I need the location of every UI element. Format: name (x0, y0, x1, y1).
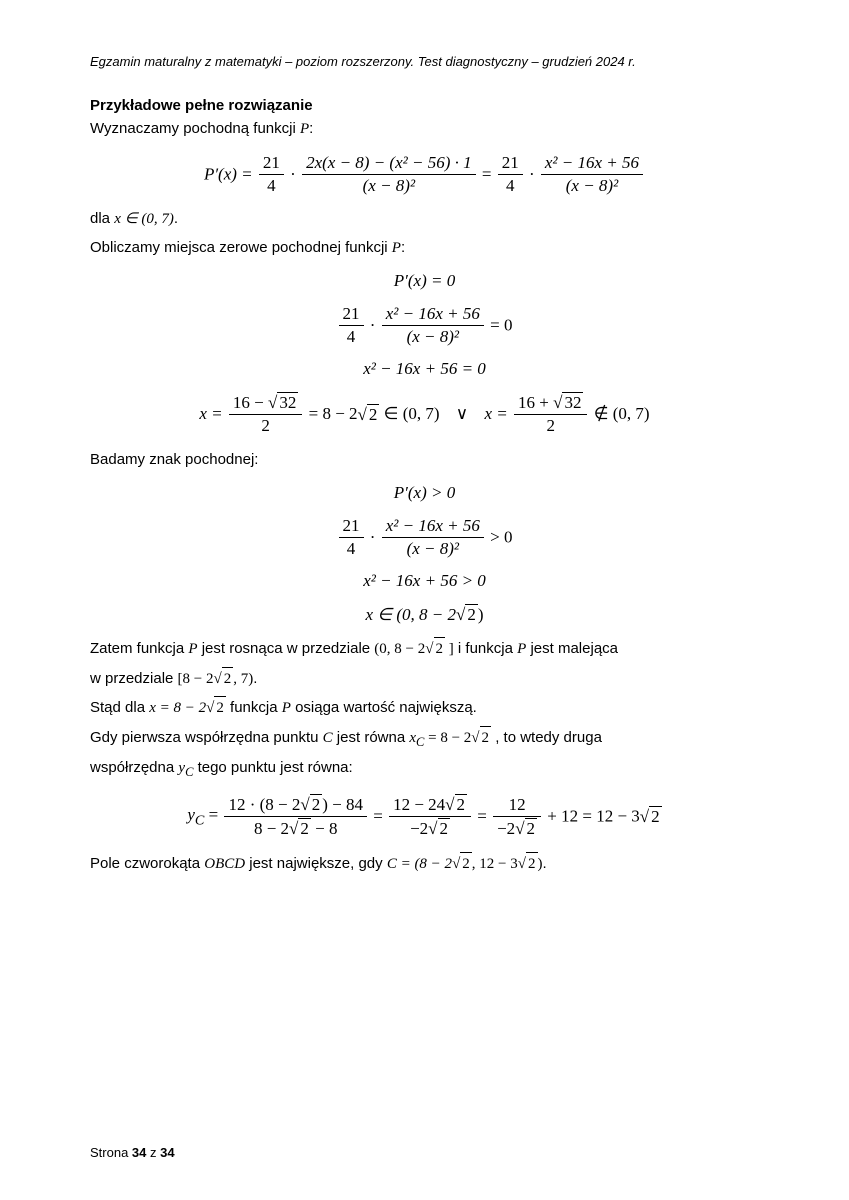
paragraph-xc: Gdy pierwsza współrzędna punktu C jest r… (90, 726, 759, 752)
paragraph-zeros: Obliczamy miejsca zerowe pochodnej funkc… (90, 237, 759, 260)
paragraph-1: Wyznaczamy pochodną funkcji P: (90, 118, 759, 141)
eq-sign-2: 214 · x² − 16x + 56(x − 8)² > 0 (90, 516, 759, 560)
section-title: Przykładowe pełne rozwiązanie (90, 97, 759, 114)
eq-roots: x = 16 − 322 = 8 − 22 ∈ (0, 7) ∨ x = 16 … (90, 392, 759, 437)
paragraph-domain: dla x ∈ (0, 7). (90, 208, 759, 231)
page: Egzamin maturalny z matematyki – poziom … (0, 0, 849, 1200)
eq-sign-1: P′(x) > 0 (90, 483, 759, 503)
paragraph-sign: Badamy znak pochodnej: (90, 449, 759, 472)
equation-yc: yC = 12 · (8 − 22) − 84 8 − 22 − 8 = 12 … (90, 794, 759, 840)
paragraph-conclusion: Pole czworokąta OBCD jest największe, gd… (90, 852, 759, 876)
equation-derivative: P′(x) = 214 · 2x(x − 8) − (x² − 56) · 1(… (90, 153, 759, 197)
page-header: Egzamin maturalny z matematyki – poziom … (90, 54, 759, 69)
paragraph-max: Stąd dla x = 8 − 22 funkcja P osiąga war… (90, 696, 759, 720)
paragraph-monotone-1: Zatem funkcja P jest rosnąca w przedzial… (90, 637, 759, 661)
paragraph-monotone-2: w przedziale [8 − 22, 7). (90, 667, 759, 691)
page-footer: Strona 34 z 34 (90, 1145, 175, 1160)
eq-zero-2: 214 · x² − 16x + 56(x − 8)² = 0 (90, 304, 759, 348)
eq-sign-4: x ∈ (0, 8 − 22) (90, 604, 759, 625)
eq-sign-3: x² − 16x + 56 > 0 (90, 571, 759, 591)
paragraph-yc: współrzędna yC tego punktu jest równa: (90, 757, 759, 782)
eq-zero-3: x² − 16x + 56 = 0 (90, 359, 759, 379)
eq-zero-1: P′(x) = 0 (90, 271, 759, 291)
